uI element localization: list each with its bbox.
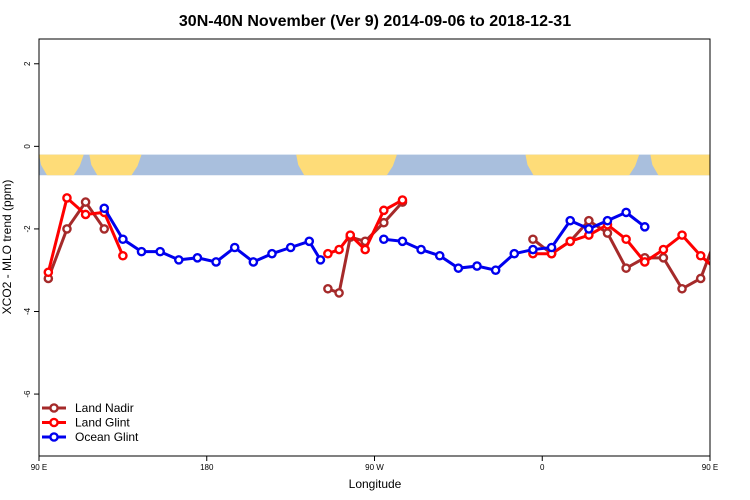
point-ocean-glint-19 — [490, 265, 501, 276]
chart-title: 30N-40N November (Ver 9) 2014-09-06 to 2… — [179, 13, 571, 30]
point-land-glint-4 — [118, 250, 128, 261]
x-tick-label-3: 0 — [540, 463, 545, 472]
y-axis-label: XCO2 - MLO trend (ppm) — [0, 180, 14, 315]
y-tick-label-3: -4 — [23, 307, 32, 315]
point-ocean-glint-24 — [584, 224, 594, 234]
point-land-glint-2 — [80, 209, 91, 220]
point-land-nadir-17 — [658, 253, 669, 263]
y-tick-label-1: 0 — [23, 144, 32, 149]
point-ocean-glint-1 — [118, 234, 128, 245]
legend-marker-ocean-glint — [49, 432, 59, 442]
point-ocean-glint-2 — [136, 246, 147, 257]
point-land-nadir-1 — [62, 224, 72, 234]
point-ocean-glint-20 — [509, 248, 520, 259]
point-land-nadir-8 — [379, 217, 389, 228]
point-land-glint-13 — [565, 236, 576, 247]
point-ocean-glint-11 — [304, 236, 315, 247]
point-ocean-glint-25 — [602, 215, 613, 226]
legend-label-land-nadir: Land Nadir — [75, 401, 134, 415]
point-ocean-glint-15 — [416, 244, 426, 255]
point-land-nadir-10 — [528, 234, 538, 245]
world-map-band — [39, 154, 710, 176]
point-land-nadir-18 — [677, 283, 687, 294]
point-ocean-glint-3 — [155, 246, 165, 257]
point-land-nadir-20 — [716, 225, 723, 232]
point-ocean-glint-23 — [565, 215, 576, 226]
legend-marker-land-nadir — [49, 403, 59, 413]
point-land-nadir-19 — [695, 273, 706, 284]
point-land-nadir-14 — [602, 228, 613, 238]
point-ocean-glint-0 — [99, 203, 110, 214]
x-tick-label-1: 180 — [200, 463, 214, 472]
y-axis: 2 0 -2 -4 -6 — [23, 61, 39, 398]
y-tick-label-0: 2 — [23, 61, 32, 66]
point-land-nadir-21 — [734, 198, 741, 205]
point-ocean-glint-9 — [267, 248, 277, 259]
x-tick-label-2: 90 W — [365, 463, 384, 472]
point-land-nadir-2 — [80, 197, 91, 207]
map-land-0 — [39, 154, 84, 176]
x-tick-label-4: 90 E — [702, 463, 718, 472]
point-ocean-glint-17 — [453, 263, 464, 273]
point-ocean-glint-14 — [397, 236, 408, 247]
point-land-nadir-13 — [584, 215, 594, 226]
point-ocean-glint-26 — [621, 207, 631, 218]
y-tick-label-2: -2 — [23, 225, 32, 233]
legend-label-land-glint: Land Glint — [75, 416, 130, 430]
map-land-1 — [89, 154, 142, 176]
series-line-land-glint-0 — [46, 195, 125, 273]
series-layer — [43, 193, 741, 298]
x-tick-label-0: 90 E — [31, 463, 47, 472]
map-land-3 — [525, 154, 640, 176]
point-land-glint-22 — [734, 194, 741, 201]
point-land-glint-7 — [345, 230, 356, 240]
point-land-glint-6 — [334, 244, 344, 255]
point-ocean-glint-27 — [639, 222, 650, 232]
point-land-glint-17 — [639, 257, 650, 267]
series-ocean-glint — [99, 203, 650, 276]
point-ocean-glint-18 — [472, 261, 482, 271]
point-ocean-glint-12 — [315, 255, 326, 265]
series-land-glint — [43, 193, 741, 278]
point-land-nadir-3 — [99, 224, 110, 234]
point-ocean-glint-21 — [528, 244, 538, 255]
series-line-ocean-glint-0 — [102, 207, 322, 264]
point-ocean-glint-16 — [434, 250, 445, 261]
point-land-glint-19 — [677, 230, 687, 240]
point-ocean-glint-13 — [379, 234, 389, 245]
point-ocean-glint-7 — [229, 242, 240, 253]
x-axis: 90 E 180 90 W 0 90 E — [31, 456, 718, 472]
series-line-land-nadir-0 — [46, 199, 106, 279]
point-ocean-glint-10 — [285, 242, 296, 253]
point-land-glint-5 — [323, 248, 333, 259]
point-land-glint-20 — [695, 250, 706, 261]
point-land-glint-16 — [621, 234, 631, 245]
map-land-2 — [296, 154, 397, 176]
point-land-glint-8 — [360, 244, 370, 255]
point-land-glint-1 — [62, 193, 72, 203]
point-land-nadir-15 — [621, 263, 631, 273]
point-land-nadir-4 — [323, 283, 333, 294]
point-land-glint-9 — [379, 205, 389, 216]
x-axis-label: Longitude — [349, 477, 402, 491]
point-land-nadir-5 — [334, 288, 344, 298]
y-tick-label-4: -6 — [23, 390, 32, 398]
point-ocean-glint-5 — [192, 253, 203, 263]
series-land-nadir — [43, 197, 741, 298]
point-land-glint-21 — [716, 269, 723, 276]
point-land-glint-10 — [397, 195, 408, 205]
point-ocean-glint-6 — [211, 257, 221, 267]
point-ocean-glint-22 — [546, 242, 557, 253]
point-land-glint-0 — [43, 267, 54, 278]
point-ocean-glint-4 — [173, 255, 184, 265]
legend-label-ocean-glint: Ocean Glint — [75, 430, 139, 444]
legend-marker-land-glint — [49, 417, 59, 428]
point-land-glint-18 — [658, 244, 669, 255]
point-ocean-glint-8 — [248, 257, 259, 267]
map-land-4 — [650, 154, 710, 176]
